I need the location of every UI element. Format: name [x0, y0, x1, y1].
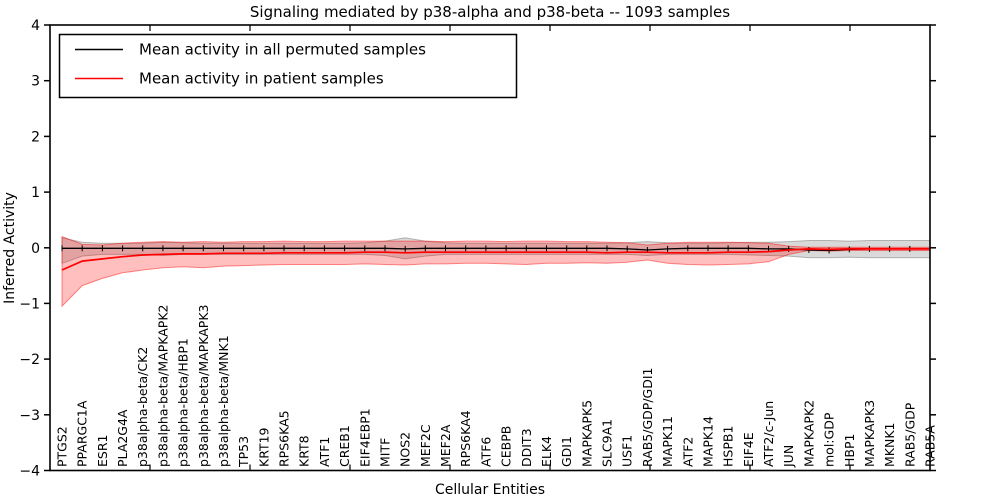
x-tick-label: MITF: [378, 438, 393, 467]
x-tick-label: MAPKAPK3: [862, 400, 877, 467]
x-tick-labels: PTGS2 PPARGC1A ESR1 PLA2G4A p38alpha-beta/CK…: [55, 305, 938, 469]
x-tick-label: MEF2C: [418, 424, 433, 467]
permuted-mean-line: [62, 247, 930, 252]
x-tick-label: MKNK1: [882, 423, 897, 467]
x-tick-label: MAPKAPK2: [801, 400, 816, 467]
y-tick-label: −2: [19, 352, 40, 368]
x-tick-label: EIF4E: [741, 432, 756, 467]
x-axis-label: Cellular Entities: [435, 482, 545, 498]
x-tick-label: p38alpha-beta/HBP1: [176, 338, 191, 467]
patient-band: [61, 235, 931, 308]
x-tick-label: ATF2: [680, 437, 695, 467]
plot-border: [49, 24, 931, 472]
x-tick-label: HBP1: [842, 434, 857, 467]
x-tick-label: RPS6KA5: [277, 410, 292, 467]
x-tick-label: MEF2A: [438, 424, 453, 467]
x-tick-label: TP53: [236, 436, 251, 468]
x-tick-label: KRT8: [297, 435, 312, 467]
x-tick-label: HSPB1: [721, 426, 736, 467]
x-tick-label: p38alpha-beta/CK2: [135, 347, 150, 467]
x-tick-label: PPARGC1A: [75, 400, 90, 467]
y-tick-label: −3: [19, 408, 40, 424]
y-tick-label: 3: [31, 74, 40, 90]
axis-ticks: [44, 24, 936, 472]
x-tick-label: MAPK11: [660, 416, 675, 467]
x-tick-label: mol:GDP: [822, 412, 837, 467]
legend-label-patient: Mean activity in patient samples: [139, 70, 384, 88]
y-tick-label: −4: [19, 464, 40, 480]
chart-title: Signaling mediated by p38-alpha and p38-…: [250, 3, 730, 21]
x-tick-label: ATF1: [317, 437, 332, 467]
x-tick-label: p38alpha-beta/MAPKAPK2: [155, 305, 170, 468]
x-tick-label: ATF6: [478, 437, 493, 467]
x-tick-label: DDIT3: [519, 428, 534, 467]
x-tick-label: p38alpha-beta/MNK1: [216, 335, 231, 467]
x-tick-label: NOS2: [398, 432, 413, 467]
x-tick-label: CREB1: [337, 425, 352, 467]
patient-mean-line: [61, 248, 930, 271]
x-tick-label: MAPK14: [701, 416, 716, 467]
x-tick-label: RAB5/GDP: [902, 402, 917, 467]
legend: Mean activity in all permuted samples Me…: [58, 33, 518, 99]
x-tick-label: KRT19: [256, 427, 271, 467]
x-tick-label: MAPKAPK5: [579, 400, 594, 467]
x-tick-label: USF1: [620, 435, 635, 467]
confidence-bands: [61, 235, 931, 308]
x-tick-label: SLC9A1: [600, 419, 615, 467]
x-tick-label: ATF2/c-Jun: [761, 401, 776, 467]
y-tick-labels: 4 3 2 1 0 −1 −2 −3 −4: [19, 18, 40, 480]
x-tick-label: CEBPB: [499, 426, 514, 467]
y-tick-label: 2: [31, 129, 40, 145]
x-tick-label: ELK4: [539, 436, 554, 467]
legend-label-permuted: Mean activity in all permuted samples: [139, 41, 426, 59]
x-tick-label: p38alpha-beta/MAPKAPK3: [196, 305, 211, 468]
series-lines: [61, 245, 931, 271]
y-axis-label: Inferred Activity: [2, 192, 18, 304]
legend-box: [58, 33, 518, 99]
x-tick-label: RPS6KA4: [458, 410, 473, 467]
x-tick-label: RAB5/GDP/GDI1: [640, 368, 655, 467]
x-tick-label: JUN: [781, 445, 796, 468]
x-tick-label: ESR1: [95, 435, 110, 467]
y-tick-label: 4: [31, 18, 40, 34]
x-tick-label: PTGS2: [55, 426, 70, 467]
x-tick-label: PLA2G4A: [115, 409, 130, 467]
y-tick-label: 1: [31, 185, 40, 201]
y-tick-label: 0: [31, 241, 40, 257]
x-tick-label: EIF4EBP1: [357, 408, 372, 467]
y-tick-label: −1: [19, 296, 40, 312]
x-tick-label: GDI1: [559, 436, 574, 467]
